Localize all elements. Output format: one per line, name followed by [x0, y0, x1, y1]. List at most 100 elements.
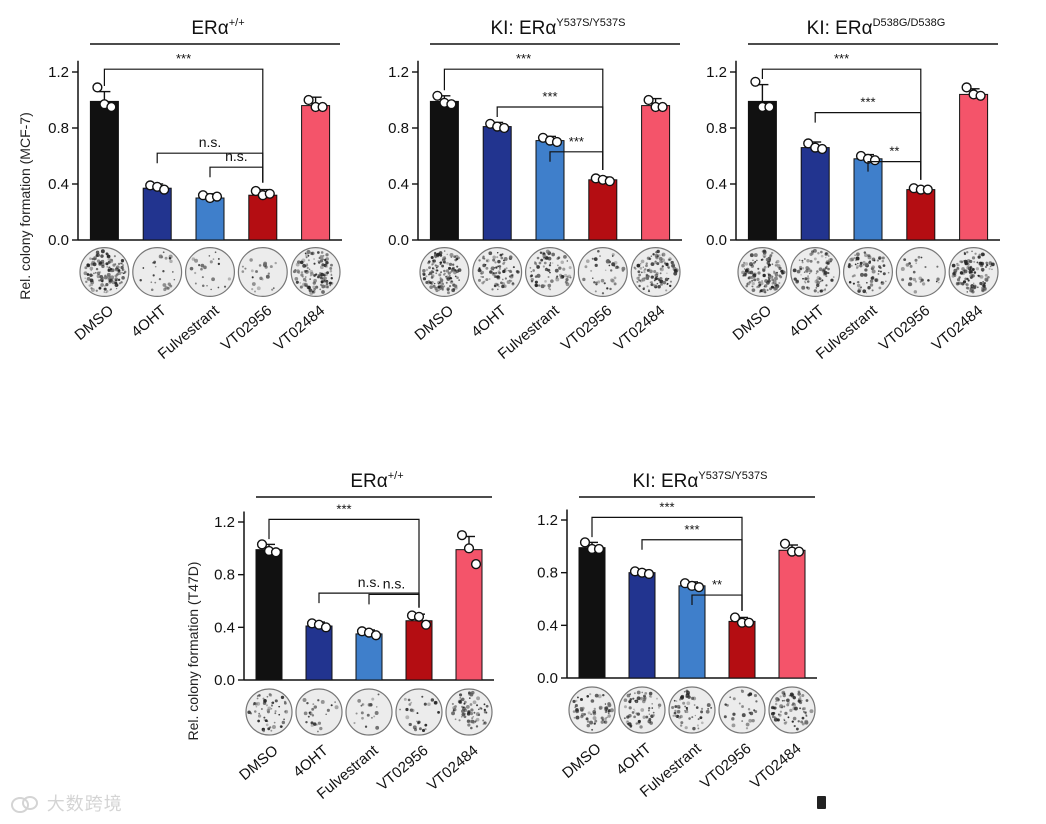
colony-dot — [629, 693, 631, 695]
colony-dot — [779, 704, 784, 709]
colony-dot — [638, 284, 641, 288]
colony-dot — [981, 288, 985, 293]
colony-dot — [666, 272, 668, 274]
colony-dot — [485, 711, 488, 714]
colony-dot — [697, 727, 700, 730]
colony-dot — [579, 697, 583, 701]
colony-dot — [815, 272, 818, 275]
colony-dot — [651, 703, 653, 705]
colony-dot — [935, 280, 938, 283]
colony-dot — [652, 283, 656, 287]
data-point — [456, 530, 468, 541]
colony-dot — [142, 267, 145, 269]
colony-dot — [803, 258, 806, 260]
colony-dot — [305, 256, 308, 259]
colony-dot — [600, 720, 605, 724]
colony-dot — [451, 266, 455, 270]
colony-dot — [431, 283, 433, 285]
significance-label: *** — [176, 51, 191, 66]
colony-dot — [502, 269, 506, 274]
colony-dot — [461, 709, 465, 714]
colony-dot — [969, 270, 974, 274]
colony-dot — [320, 280, 324, 284]
colony-dot — [539, 251, 543, 254]
colony-dot — [488, 251, 493, 256]
colony-dot — [102, 259, 104, 262]
colony-dot — [971, 250, 973, 253]
colony-dot — [731, 717, 735, 721]
data-point — [317, 101, 328, 113]
colony-dot — [550, 279, 554, 283]
colony-dot — [263, 716, 266, 719]
colony-dot — [602, 693, 605, 697]
colony-dot — [154, 265, 157, 268]
colony-dot — [408, 722, 412, 727]
colony-dot — [676, 709, 681, 714]
colony-dot — [645, 262, 648, 265]
colony-dot — [626, 720, 629, 723]
colony-dot — [683, 690, 686, 693]
colony-dot — [917, 255, 921, 259]
colony-dot — [481, 275, 485, 279]
colony-dot — [507, 269, 509, 272]
colony-dot — [491, 288, 494, 291]
colony-dot — [643, 694, 646, 698]
colony-dot — [435, 253, 440, 257]
colony-dot — [311, 714, 315, 717]
colony-dot — [547, 283, 552, 288]
colony-dot — [921, 282, 926, 286]
colony-dot — [476, 696, 481, 701]
colony-dot — [855, 256, 860, 261]
colony-dot — [636, 280, 639, 283]
colony-dot — [470, 708, 474, 712]
colony-dot — [503, 257, 508, 261]
colony-dot — [687, 695, 691, 699]
colony-dot — [799, 695, 802, 698]
colony-dot — [770, 251, 774, 255]
colony-dot — [206, 285, 208, 287]
colony-dot — [639, 279, 642, 282]
colony-dot — [603, 282, 606, 285]
colony-dot — [661, 252, 666, 257]
colony-dot — [189, 266, 194, 271]
bar-4OHT — [305, 625, 333, 681]
colony-dot — [437, 285, 441, 289]
colony-dot — [982, 284, 986, 288]
data-point — [922, 184, 933, 195]
colony-dot — [645, 715, 649, 719]
colony-dot — [270, 729, 273, 732]
colony-dot — [606, 716, 608, 719]
colony-dot — [448, 262, 453, 267]
data-point — [463, 543, 475, 554]
colony-dot — [109, 268, 113, 271]
colony-dot — [468, 697, 471, 699]
bar-DMSO — [747, 100, 777, 241]
colony-dot — [117, 262, 121, 266]
colony-dot — [457, 268, 462, 272]
colony-dot — [483, 257, 486, 260]
colony-dot — [466, 712, 471, 716]
data-point — [961, 82, 972, 93]
colony-dot — [319, 265, 324, 270]
colony-dot — [748, 711, 751, 714]
colony-dot — [909, 277, 913, 281]
y-tick-label: 1.2 — [706, 64, 727, 81]
data-point — [256, 539, 268, 550]
chart-title-superscript: Y537S/Y537S — [556, 17, 625, 29]
colony-well — [790, 247, 841, 298]
significance-label: *** — [860, 95, 875, 110]
colony-dot — [453, 255, 456, 258]
bar-4OHT — [142, 187, 172, 241]
colony-dot — [915, 262, 917, 264]
colony-dot — [961, 267, 965, 271]
colony-dot — [641, 699, 646, 704]
colony-dot — [306, 266, 309, 270]
colony-dot — [654, 251, 657, 254]
colony-dot — [700, 710, 704, 714]
chart-title: KI: ERαY537S/Y537S — [632, 470, 767, 492]
colony-dot — [594, 719, 598, 723]
colony-dot — [575, 708, 579, 712]
colony-dot — [774, 276, 778, 281]
colony-dot — [641, 277, 646, 282]
colony-dot — [478, 259, 481, 262]
